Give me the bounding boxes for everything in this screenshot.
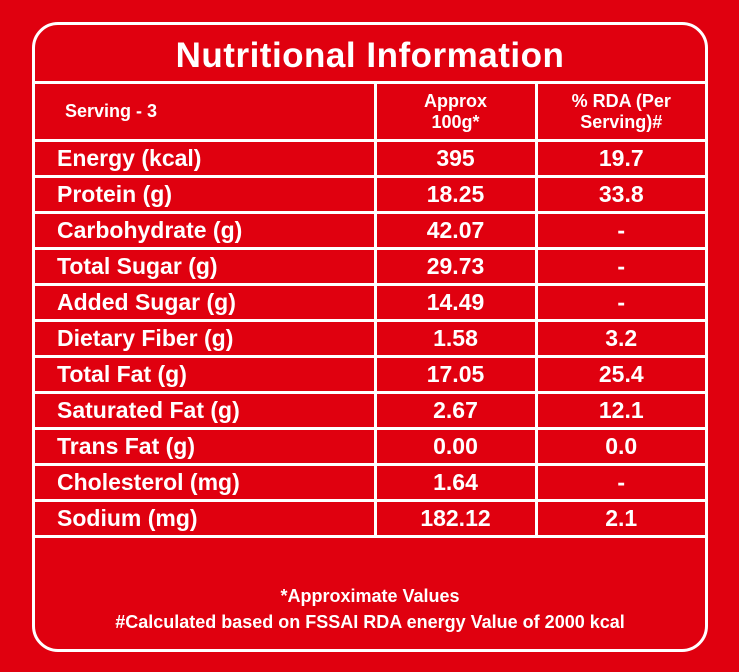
rda-header: % RDA (Per Serving)# <box>534 81 705 142</box>
per100g-value: 0.00 <box>373 427 538 466</box>
per100g-header: Approx 100g* <box>373 81 538 142</box>
rda-header-line1: % RDA (Per <box>571 90 671 111</box>
table-row: Carbohydrate (g) 42.07- <box>35 211 705 250</box>
rda-value: 12.1 <box>534 391 705 430</box>
nutrient-name: Saturated Fat (g) <box>35 391 377 430</box>
rda-value: - <box>534 283 705 322</box>
footer-notes: *Approximate Values #Calculated based on… <box>35 573 705 635</box>
nutrition-table: Serving - 3 Approx 100g* % RDA (Per Serv… <box>35 81 705 538</box>
rda-value: 19.7 <box>534 139 705 178</box>
rda-header-line2: Serving)# <box>580 111 663 132</box>
nutrient-name: Protein (g) <box>35 175 377 214</box>
table-row: Saturated Fat (g) 2.67 12.1 <box>35 391 705 430</box>
rda-value: 33.8 <box>534 175 705 214</box>
per100g-value: 14.49 <box>373 283 538 322</box>
nutrient-name: Added Sugar (g) <box>35 283 377 322</box>
nutrition-panel: Nutritional Information Serving - 3 Appr… <box>32 22 708 652</box>
rda-value: - <box>534 247 705 286</box>
rda-value: - <box>534 463 705 502</box>
nutrient-name: Trans Fat (g) <box>35 427 377 466</box>
nutrient-name: Dietary Fiber (g) <box>35 319 377 358</box>
nutrient-name: Sodium (mg) <box>35 499 377 538</box>
per100g-value: 29.73 <box>373 247 538 286</box>
per100g-value: 17.05 <box>373 355 538 394</box>
per100g-value: 42.07 <box>373 211 538 250</box>
header-row: Serving - 3 Approx 100g* % RDA (Per Serv… <box>35 81 705 142</box>
nutrient-name: Total Fat (g) <box>35 355 377 394</box>
per100g-header-line2: 100g* <box>431 111 480 132</box>
per100g-value: 2.67 <box>373 391 538 430</box>
nutrient-name: Energy (kcal) <box>35 139 377 178</box>
table-row: Trans Fat (g) 0.00 0.0 <box>35 427 705 466</box>
table-row: Total Fat (g) 17.05 25.4 <box>35 355 705 394</box>
table-row: Sodium (mg) 182.12 2.1 <box>35 499 705 538</box>
nutrient-name: Carbohydrate (g) <box>35 211 377 250</box>
panel-title: Nutritional Information <box>175 36 565 75</box>
per100g-value: 182.12 <box>373 499 538 538</box>
rda-value: 2.1 <box>534 499 705 538</box>
nutrient-name: Total Sugar (g) <box>35 247 377 286</box>
rda-value: - <box>534 211 705 250</box>
per100g-header-line1: Approx <box>424 90 487 111</box>
rda-value: 0.0 <box>534 427 705 466</box>
nutrient-name: Cholesterol (mg) <box>35 463 377 502</box>
table-row: Energy (kcal) 395 19.7 <box>35 139 705 178</box>
footnote-rda-basis: #Calculated based on FSSAI RDA energy Va… <box>115 612 625 632</box>
footnote-approximate: *Approximate Values <box>280 586 460 606</box>
table-row: Dietary Fiber (g) 1.58 3.2 <box>35 319 705 358</box>
table-row: Cholesterol (mg) 1.64- <box>35 463 705 502</box>
serving-header: Serving - 3 <box>35 81 377 142</box>
per100g-value: 18.25 <box>373 175 538 214</box>
per100g-value: 395 <box>373 139 538 178</box>
per100g-value: 1.58 <box>373 319 538 358</box>
table-row: Protein (g) 18.25 33.8 <box>35 175 705 214</box>
per100g-value: 1.64 <box>373 463 538 502</box>
table-row: Total Sugar (g) 29.73- <box>35 247 705 286</box>
rda-value: 3.2 <box>534 319 705 358</box>
rda-value: 25.4 <box>534 355 705 394</box>
table-row: Added Sugar (g) 14.49- <box>35 283 705 322</box>
